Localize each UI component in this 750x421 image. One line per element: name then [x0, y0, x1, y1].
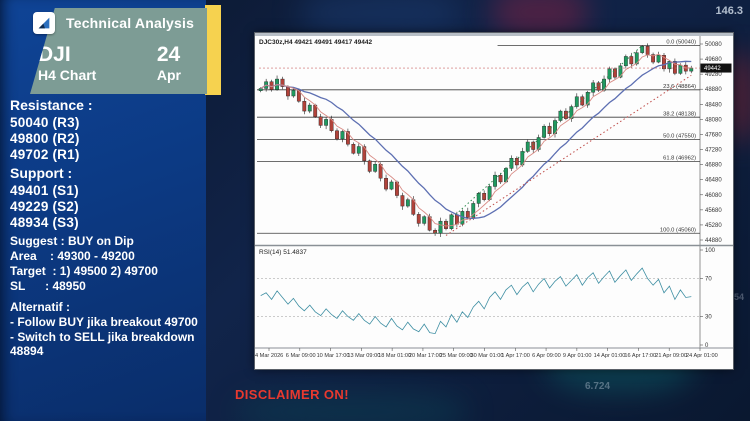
svg-text:30: 30: [705, 315, 712, 321]
support-title: Support :: [10, 165, 73, 181]
svg-text:45280: 45280: [705, 223, 722, 229]
svg-text:50080: 50080: [705, 42, 722, 48]
svg-text:10 Mar 17:00: 10 Mar 17:00: [317, 353, 350, 359]
svg-text:49280: 49280: [705, 72, 722, 78]
svg-text:0.0 (50040): 0.0 (50040): [666, 40, 696, 46]
svg-text:50.0 (47550): 50.0 (47550): [663, 134, 696, 140]
svg-text:6 Mar 09:00: 6 Mar 09:00: [286, 353, 316, 359]
symbol-row: DJI H4 Chart 24 Apr: [38, 44, 199, 84]
page-title: Technical Analysis: [66, 15, 195, 31]
plan-target: Target : 1) 49500 2) 49700: [10, 264, 158, 278]
sidebar: Technical Analysis DJI H4 Chart 24 Apr R…: [0, 0, 221, 421]
svg-text:45680: 45680: [705, 208, 722, 214]
trade-plan-section: Suggest : BUY on Dip Area : 49300 - 4920…: [10, 234, 206, 294]
svg-text:6 Apr 09:00: 6 Apr 09:00: [532, 353, 561, 359]
svg-text:61.8 (46962): 61.8 (46962): [663, 156, 696, 162]
svg-text:38.2 (48138): 38.2 (48138): [663, 111, 696, 117]
plan-sl: SL : 48950: [10, 279, 86, 293]
brand-row: Technical Analysis: [66, 15, 194, 31]
svg-text:20 Mar 17:00: 20 Mar 17:00: [409, 353, 442, 359]
brand-logo: [33, 12, 55, 34]
svg-text:47280: 47280: [705, 148, 722, 154]
timeframe-label: H4 Chart: [38, 67, 97, 83]
background-glow: [236, 392, 466, 421]
alternative-list: - Follow BUY jika breakout 49700- Switch…: [10, 315, 206, 359]
svg-text:70: 70: [705, 277, 712, 283]
resistance-title: Resistance :: [10, 97, 93, 113]
svg-text:48480: 48480: [705, 102, 722, 108]
svg-text:14 Apr 01:00: 14 Apr 01:00: [594, 353, 626, 359]
svg-text:44880: 44880: [705, 238, 722, 244]
resistance-list: 50040 (R3) 49800 (R2) 49702 (R1): [10, 115, 206, 163]
support-level: 49401 (S1): [10, 183, 79, 198]
header-accent-bar: [205, 5, 221, 95]
support-section: Support : 49401 (S1) 49229 (S2) 48934 (S3): [10, 165, 206, 231]
resistance-level: 50040 (R3): [10, 115, 80, 130]
svg-text:18 Mar 01:00: 18 Mar 01:00: [378, 353, 411, 359]
svg-text:9 Apr 01:00: 9 Apr 01:00: [563, 353, 592, 359]
support-level: 48934 (S3): [10, 215, 79, 230]
svg-text:46880: 46880: [705, 163, 722, 169]
background-ticker-number: 146.3: [715, 5, 743, 17]
svg-text:46080: 46080: [705, 193, 722, 199]
arrow-logo-icon: [38, 17, 50, 29]
svg-text:24 Apr 01:00: 24 Apr 01:00: [686, 353, 718, 359]
background-glow: [492, 0, 588, 38]
alternative-item: - Switch to SELL jika breakdown 48894: [10, 329, 195, 359]
support-level: 49229 (S2): [10, 199, 79, 214]
alternative-title: Alternatif :: [10, 300, 70, 314]
date-block: 24 Apr: [157, 44, 181, 84]
svg-text:30 Mar 01:00: 30 Mar 01:00: [471, 353, 504, 359]
svg-text:100: 100: [705, 248, 716, 254]
svg-text:21 Apr 09:00: 21 Apr 09:00: [655, 353, 687, 359]
support-list: 49401 (S1) 49229 (S2) 48934 (S3): [10, 183, 206, 231]
resistance-section: Resistance : 50040 (R3) 49800 (R2) 49702 (…: [10, 97, 206, 163]
svg-text:48880: 48880: [705, 87, 722, 93]
date-day: 24: [156, 43, 181, 66]
svg-text:49680: 49680: [705, 57, 722, 63]
svg-text:16 Apr 17:00: 16 Apr 17:00: [624, 353, 656, 359]
alternative-section: Alternatif : - Follow BUY jika breakout …: [10, 300, 206, 359]
alternative-item: - Follow BUY jika breakout 49700: [10, 315, 198, 329]
background-ticker-number: 6.724: [585, 381, 611, 392]
svg-text:25 Mar 09:00: 25 Mar 09:00: [440, 353, 473, 359]
svg-text:13 Mar 09:00: 13 Mar 09:00: [347, 353, 380, 359]
plan-suggest: Suggest : BUY on Dip: [10, 234, 134, 248]
background-glow: [300, 0, 460, 36]
svg-text:DJC30z,H4 49421 49491 49417 49: DJC30z,H4 49421 49491 49417 49442: [259, 39, 373, 46]
svg-text:49442: 49442: [704, 66, 721, 72]
svg-text:4 Mar 2026: 4 Mar 2026: [255, 353, 283, 359]
svg-text:47680: 47680: [705, 132, 722, 138]
svg-text:1 Apr 17:00: 1 Apr 17:00: [501, 353, 530, 359]
svg-text:46480: 46480: [705, 178, 722, 184]
background-ticker-number: 0.54: [726, 292, 744, 302]
svg-text:RSI(14) 51.4837: RSI(14) 51.4837: [259, 249, 307, 256]
price-chart: 50080 49680 49280 48880 48480 48080 47680 47280…: [255, 33, 733, 369]
resistance-level: 49800 (R2): [10, 131, 80, 146]
svg-text:23.6 (48864): 23.6 (48864): [663, 84, 696, 90]
symbol-label: DJI: [38, 43, 71, 66]
svg-text:100.0 (45060): 100.0 (45060): [660, 227, 696, 233]
header-panel: Technical Analysis DJI H4 Chart 24 Apr: [30, 8, 207, 94]
resistance-level: 49702 (R1): [10, 147, 80, 162]
svg-text:0: 0: [705, 343, 709, 349]
plan-area: Area : 49300 - 49200: [10, 249, 135, 263]
symbol-block: DJI H4 Chart: [38, 44, 96, 84]
date-month: Apr: [156, 67, 181, 83]
svg-text:48080: 48080: [705, 117, 722, 123]
chart-window: 50080 49680 49280 48880 48480 48080 47680 47280…: [254, 32, 734, 370]
disclaimer-text: DISCLAIMER ON!: [235, 387, 349, 402]
